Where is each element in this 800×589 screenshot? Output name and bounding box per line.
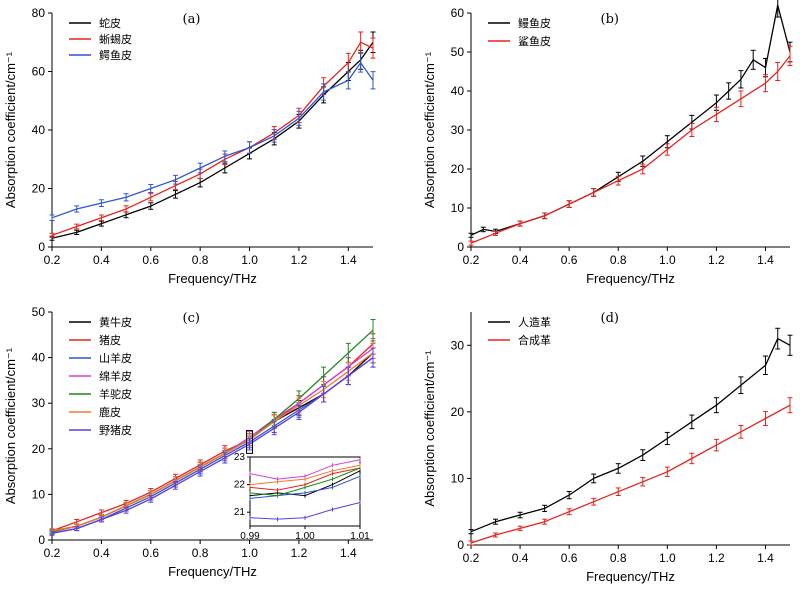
legend-label: 猪皮	[99, 334, 121, 347]
series-line	[470, 55, 791, 244]
x-tick-label: 0.4	[93, 253, 110, 267]
x-tick-label: 0.8	[192, 546, 209, 560]
legend-label: 野猪皮	[99, 424, 132, 437]
x-tick-label: 0.4	[512, 551, 529, 565]
legend-label: 合成革	[518, 333, 551, 347]
y-axis-title: Absorption coefficient/cm⁻¹	[3, 51, 18, 208]
x-tick-label: 0.2	[44, 546, 61, 560]
y-tick-label: 10	[451, 201, 465, 215]
inset-x-tick-label: 1.00	[295, 531, 315, 542]
legend-label: 羊驼皮	[99, 387, 132, 401]
x-tick-label: 1.0	[659, 551, 676, 565]
series-line	[51, 62, 374, 219]
x-tick-label: 0.8	[192, 253, 209, 267]
y-tick-label: 40	[32, 351, 46, 365]
x-tick-label: 1.0	[241, 253, 258, 267]
inset-x-tick-label: 0.99	[240, 531, 260, 542]
y-tick-label: 30	[32, 396, 46, 410]
x-tick-label: 0.8	[610, 253, 627, 267]
zoom-region-box	[246, 430, 254, 454]
y-tick-label: 20	[32, 182, 46, 196]
x-tick-label: 1.2	[291, 546, 308, 560]
panel-label: (b)	[601, 12, 619, 27]
legend-label: 人造革	[518, 315, 551, 329]
panel-a: 0.2 0.4 0.6 0.8 1.0 1.2 1.4 0 20 40 60 80 Frequency/…	[3, 6, 376, 286]
legend-label: 山羊皮	[99, 351, 132, 365]
legend-label: 鹿皮	[99, 405, 121, 419]
x-tick-label: 0.6	[142, 253, 159, 267]
x-tick-label: 0.6	[142, 546, 159, 560]
series-line	[470, 404, 791, 544]
x-tick-label: 0.6	[561, 253, 578, 267]
y-tick-label: 30	[451, 338, 465, 352]
legend-label: 绵羊皮	[99, 369, 132, 383]
x-tick-label: 1.4	[757, 551, 774, 565]
y-tick-label: 0	[457, 240, 464, 254]
inset-x-tick-label: 1.01	[350, 531, 370, 542]
x-tick-label: 1.4	[340, 253, 357, 267]
x-axis-title: Frequency/THz	[168, 564, 257, 579]
panel-label: (d)	[601, 311, 619, 326]
y-tick-label: 50	[451, 45, 465, 59]
legend-label: 蜥蜴皮	[99, 32, 132, 46]
x-tick-label: 1.2	[291, 253, 308, 267]
y-tick-label: 20	[451, 162, 465, 176]
inset-y-tick-label: 22	[234, 480, 246, 491]
legend-label: 蛇皮	[99, 16, 121, 30]
y-tick-label: 10	[32, 487, 46, 501]
x-axis-title: Frequency/THz	[586, 271, 675, 286]
y-axis-title: Absorption coefficient/cm⁻¹	[422, 350, 437, 507]
x-tick-label: 1.2	[708, 253, 725, 267]
legend-label: 黄牛皮	[99, 315, 132, 329]
y-tick-label: 80	[32, 6, 46, 20]
x-tick-label: 1.0	[241, 546, 258, 560]
x-tick-label: 1.4	[757, 253, 774, 267]
y-axis-title: Absorption coefficient/cm⁻¹	[3, 347, 18, 504]
y-tick-label: 0	[38, 240, 45, 254]
panel-b: 0.2 0.4 0.6 0.8 1.0 1.2 1.4 0 10 20 30 40 50 60 Freque…	[422, 0, 793, 286]
panel-label: (c)	[183, 311, 200, 326]
x-tick-label: 1.0	[659, 253, 676, 267]
x-axis-title: Frequency/THz	[586, 569, 675, 584]
y-tick-label: 50	[32, 305, 46, 319]
y-tick-label: 0	[457, 538, 464, 552]
y-axis-title: Absorption coefficient/cm⁻¹	[422, 51, 437, 208]
y-tick-label: 10	[451, 471, 465, 485]
x-tick-label: 0.2	[44, 253, 61, 267]
series-line	[51, 357, 374, 534]
x-tick-label: 0.4	[512, 253, 529, 267]
y-tick-label: 20	[451, 405, 465, 419]
y-tick-label: 40	[32, 123, 46, 137]
series-line	[51, 352, 374, 532]
x-tick-label: 1.2	[708, 551, 725, 565]
y-tick-label: 20	[32, 442, 46, 456]
x-axis-title: Frequency/THz	[168, 271, 257, 286]
legend-label: 鳗鱼皮	[518, 16, 551, 30]
x-tick-label: 0.8	[610, 551, 627, 565]
panel-label: (a)	[183, 12, 201, 27]
series-line	[51, 41, 374, 239]
x-tick-label: 1.4	[340, 546, 357, 560]
series-line	[470, 337, 791, 533]
y-tick-label: 40	[451, 84, 465, 98]
legend-label: 鲨鱼皮	[518, 34, 551, 48]
inset-y-tick-label: 23	[234, 452, 246, 463]
y-tick-label: 30	[451, 123, 465, 137]
legend-label: 鳄鱼皮	[99, 48, 132, 62]
inset-y-tick-label: 21	[234, 507, 246, 518]
panel-c: 0.2 0.4 0.6 0.8 1.0 1.2 1.4 0 10 20 30 40 50 Frequenc…	[3, 305, 376, 579]
x-tick-label: 0.6	[561, 551, 578, 565]
y-tick-label: 60	[451, 6, 465, 20]
x-tick-label: 0.2	[463, 253, 480, 267]
y-tick-label: 60	[32, 65, 46, 79]
panel-d: 0.2 0.4 0.6 0.8 1.0 1.2 1.4 0 10 20 30 Frequency/TH…	[422, 311, 793, 584]
y-tick-label: 0	[38, 533, 45, 547]
x-tick-label: 0.4	[93, 546, 110, 560]
x-tick-label: 0.2	[463, 551, 480, 565]
